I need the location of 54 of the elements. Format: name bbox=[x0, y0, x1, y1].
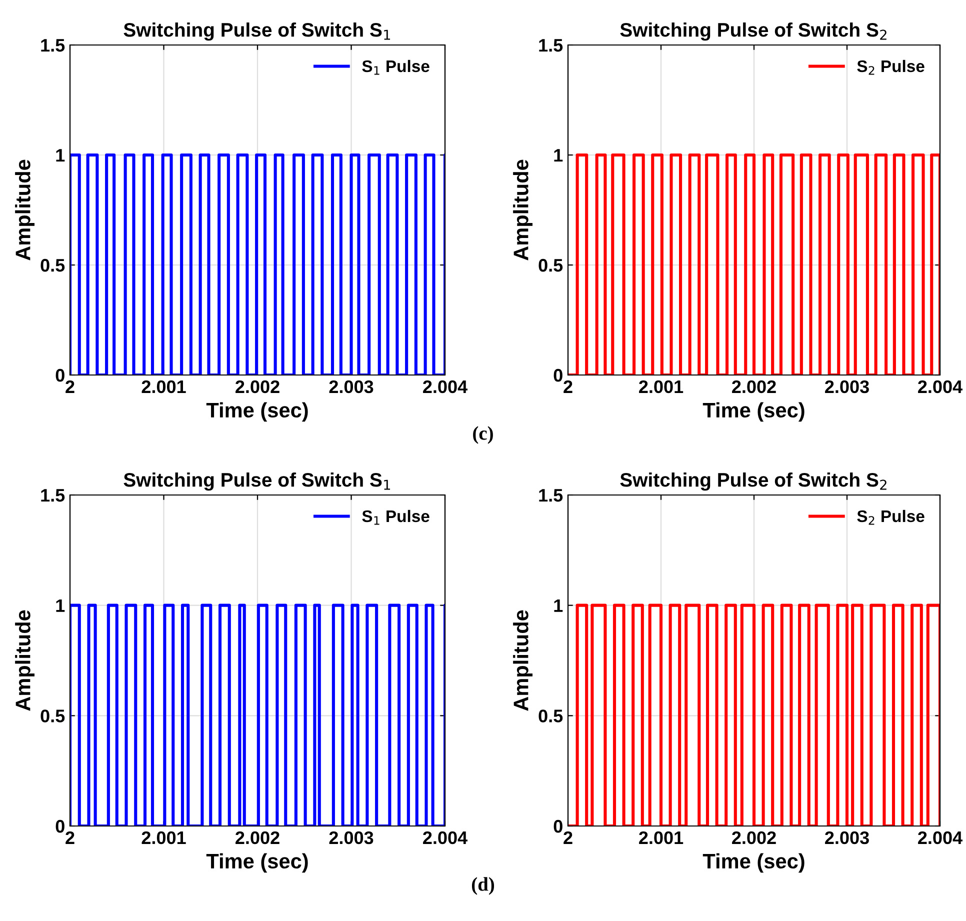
x-axis-title: Time (sec) bbox=[206, 853, 308, 873]
legend-label: S$_{1}$ Pulse bbox=[362, 510, 430, 525]
x-tick-label: 2.001 bbox=[142, 380, 186, 394]
y-axis-title: Amplitude bbox=[15, 610, 34, 711]
legend-label: S$_{1}$ Pulse bbox=[362, 60, 430, 75]
x-tick-label: 2 bbox=[564, 380, 572, 393]
y-axis-title: Amplitude bbox=[513, 610, 532, 711]
legend-label: S$_{2}$ Pulse bbox=[857, 510, 924, 525]
x-tick-label: 2.002 bbox=[236, 831, 280, 844]
y-tick-label: 0.5 bbox=[40, 710, 65, 722]
x-tick-label: 2.002 bbox=[732, 380, 776, 394]
y-tick-label: 1 bbox=[56, 599, 65, 612]
y-tick-label: 0.5 bbox=[538, 258, 563, 272]
x-tick-label: 2 bbox=[66, 831, 74, 844]
x-tick-label: 2.001 bbox=[142, 831, 186, 844]
chart-title: Switching Pulse of Switch S$_{2}$ bbox=[620, 472, 886, 491]
y-axis-title: Amplitude bbox=[15, 160, 34, 260]
legend-label: S$_{2}$ Pulse bbox=[857, 60, 924, 75]
x-tick-label: 2.004 bbox=[423, 380, 468, 394]
text: (c) bbox=[473, 426, 493, 444]
x-axis-title: Time (sec) bbox=[702, 402, 804, 422]
y-tick-label: 1 bbox=[554, 599, 563, 612]
y-tick-label: 1 bbox=[56, 149, 65, 162]
x-tick-label: 2.004 bbox=[423, 831, 468, 844]
y-tick-label: 0 bbox=[56, 368, 64, 382]
y-tick-label: 1.5 bbox=[41, 39, 65, 52]
x-tick-label: 2.001 bbox=[639, 831, 684, 844]
x-tick-label: 2.002 bbox=[732, 831, 776, 844]
y-tick-label: 0 bbox=[56, 820, 64, 833]
y-tick-label: 0 bbox=[554, 368, 562, 382]
y-tick-label: 1 bbox=[554, 149, 563, 162]
x-tick-label: 2.002 bbox=[236, 380, 280, 394]
x-axis-title: Time (sec) bbox=[702, 853, 804, 873]
x-tick-label: 2.003 bbox=[825, 831, 869, 844]
x-tick-label: 2 bbox=[564, 831, 572, 844]
chart-title: Switching Pulse of Switch S$_{2}$ bbox=[620, 22, 886, 41]
x-tick-label: 2.001 bbox=[639, 380, 684, 394]
x-tick-label: 2.004 bbox=[918, 831, 962, 844]
chart-title: Switching Pulse of Switch S$_{1}$ bbox=[124, 472, 390, 491]
y-tick-label: 0.5 bbox=[538, 710, 563, 722]
chart-title: Switching Pulse of Switch S$_{1}$ bbox=[124, 22, 390, 41]
x-tick-label: 2.003 bbox=[825, 380, 869, 394]
y-tick-label: 1.5 bbox=[539, 39, 563, 52]
x-tick-label: 2 bbox=[66, 380, 74, 393]
x-tick-label: 2.003 bbox=[329, 380, 374, 394]
y-axis-title: Amplitude bbox=[513, 160, 532, 260]
text: (d) bbox=[472, 877, 494, 895]
y-tick-label: 1.5 bbox=[539, 489, 563, 502]
y-tick-label: 1.5 bbox=[41, 489, 65, 502]
x-tick-label: 2.004 bbox=[918, 380, 962, 394]
y-tick-label: 0 bbox=[554, 820, 562, 833]
x-axis-title: Time (sec) bbox=[206, 402, 308, 422]
x-tick-label: 2.003 bbox=[329, 831, 374, 844]
y-tick-label: 0.5 bbox=[40, 258, 65, 272]
